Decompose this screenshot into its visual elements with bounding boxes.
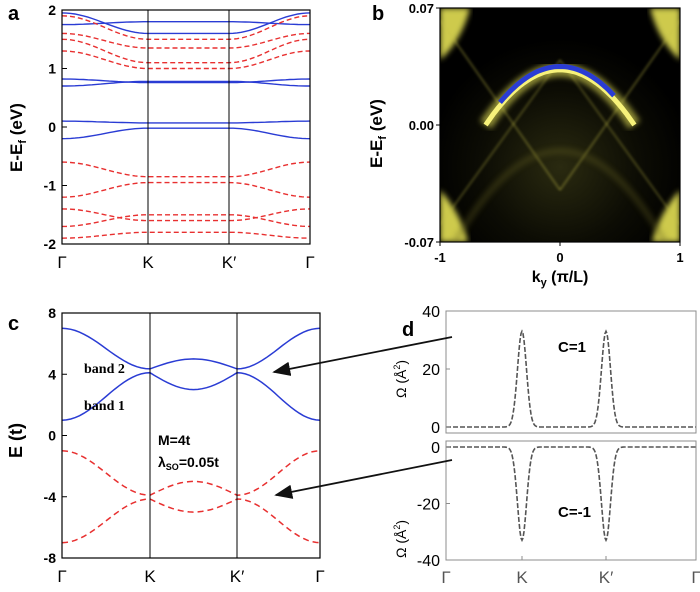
panel-d-bottom-curve (446, 446, 696, 543)
panel-a-band-blue-3 (62, 80, 310, 87)
panel-d-ytick-label: 20 (422, 362, 440, 379)
panel-a-ytick-label: 0 (48, 119, 56, 135)
panel-d-ytick-label: -20 (417, 497, 440, 514)
panel-a-ticks: -2 -1 0 1 2 Γ K K′ Γ (44, 2, 315, 272)
soc-annotation: λSO=0.05t (158, 454, 219, 472)
panel-a-band-blue-5 (62, 12, 310, 35)
panel-d-ytick-label: 40 (422, 304, 440, 321)
panel-b-ytick-label: 0.07 (409, 1, 434, 16)
panel-b-ytick-label: -0.07 (404, 235, 434, 250)
panel-b-edge-state-core (498, 63, 616, 105)
berry-curvature-line (446, 446, 696, 543)
panel-a-band-red-5 (62, 181, 310, 198)
panel-c-band-0 (62, 327, 320, 370)
panel-d-ytick-label: 0 (431, 440, 440, 457)
panel-d-xtick-label: K (516, 568, 528, 587)
panel-a-bands (62, 12, 310, 239)
panel-c-ytick-label: 0 (48, 428, 56, 444)
panel-b-xtick-label: -1 (434, 250, 446, 265)
panel-a-xtick-label: K′ (222, 253, 237, 272)
panel-a-label: a (8, 3, 20, 25)
panel-a-band-red-3 (62, 50, 310, 70)
panel-d-top-ticks: 40 20 0 (422, 304, 450, 437)
panel-b-ylabel: E-Ef (eV) (367, 99, 389, 168)
panel-d-label: d (402, 319, 414, 341)
panel-a-xtick-label: Γ (305, 253, 314, 272)
panel-d-ytick-label: -40 (417, 553, 440, 570)
panel-b-xtick-label: 0 (556, 250, 563, 265)
panel-a-band-red-0 (62, 15, 310, 40)
panel-a-band-red-8 (62, 231, 310, 239)
panel-c-label: c (8, 313, 19, 335)
panel-a-ytick-label: 1 (48, 61, 56, 77)
panel-c-xtick-label: K (144, 567, 156, 586)
panel-d-top-curve (446, 329, 696, 428)
panel-d-xtick-label: Γ (441, 568, 450, 587)
panel-b-ticks: 0.07 0.00 -0.07-1 0 1 (404, 1, 683, 265)
panel-b-xlabel: ky (π/L) (532, 269, 589, 289)
panel-a-ytick-label: 2 (48, 2, 56, 18)
panel-c-ytick-label: -4 (44, 489, 57, 505)
mass-annotation: M=4t (158, 432, 191, 448)
panel-a-band-blue-2 (62, 78, 310, 84)
arrow-blue-to-d (272, 336, 453, 376)
panel-c-frame (61, 312, 321, 559)
panel-b-ytick-label: 0.00 (409, 118, 434, 133)
panel-a-ytick-label: -2 (44, 236, 57, 252)
panel-d-xtick-label: Γ (691, 568, 700, 587)
berry-curvature-line (446, 329, 696, 428)
panel-a-xtick-label: Γ (57, 253, 66, 272)
panel-a-band-red-2 (62, 38, 310, 64)
panel-c-band-3 (62, 498, 320, 544)
panel-a-band-blue-0 (62, 120, 310, 124)
panel-a-band-red-1 (62, 32, 310, 49)
panel-a-ytick-label: -1 (44, 178, 57, 194)
chern-number-top: C=1 (558, 339, 586, 356)
panel-c-xtick-label: K′ (230, 567, 245, 586)
band-2-label: band 2 (84, 362, 125, 377)
panel-c-band-1 (62, 371, 320, 421)
panel-a-xtick-label: K (142, 253, 154, 272)
panel-c-ticks: 840-4-8Γ K K′ Γ (44, 305, 325, 586)
panel-b-label: b (372, 3, 384, 25)
panel-d-ytick-label: 0 (431, 420, 440, 437)
panel-b-xtick-label: 1 (676, 250, 683, 265)
panel-a-ylabel: E-Ef (eV) (7, 103, 29, 172)
panel-d-bottom-ticks: 0-20-40Γ K K′ Γ (417, 440, 700, 587)
arrow-red-to-d (274, 459, 453, 499)
panel-a-band-red-7 (62, 214, 310, 228)
panel-a-band-red-4 (62, 161, 310, 178)
panel-c-ytick-label: 8 (48, 305, 56, 321)
panel-c: c E (t) 840-4-8Γ K K′ Γ band 2 band 1 M=4t … (6, 305, 325, 586)
chern-number-bottom: C=-1 (558, 504, 591, 521)
panel-c-ytick-label: 4 (48, 366, 56, 382)
panel-a-band-blue-1 (62, 127, 310, 140)
panel-c-ylabel: E (t) (6, 423, 26, 458)
panel-d-xtick-label: K′ (599, 568, 614, 587)
panel-a-frame (61, 9, 311, 245)
panel-d-bottom-ylabel: Ω (Å2) (392, 520, 409, 558)
panel-c-xtick-label: Γ (315, 567, 324, 586)
panel-c-band-2 (62, 450, 320, 496)
panel-a: a E-Ef (eV) -2 -1 0 1 2 Γ K K′ Γ (7, 2, 315, 272)
band-1-label: band 1 (84, 399, 125, 414)
panel-d-bottom-frame (445, 440, 697, 561)
panel-b: b E-Ef (eV) 0.07 0.00 -0.07-1 0 1 ky (π/L) (367, 1, 684, 289)
panel-c-bands (62, 327, 320, 544)
panel-b-heatmap (440, 8, 680, 242)
panel-a-band-red-6 (62, 208, 310, 222)
panel-d-top-frame (445, 310, 697, 434)
panel-d-top-ylabel: Ω (Å2) (392, 360, 409, 398)
panel-c-xtick-label: Γ (57, 567, 66, 586)
panel-c-ytick-label: -8 (44, 550, 57, 566)
